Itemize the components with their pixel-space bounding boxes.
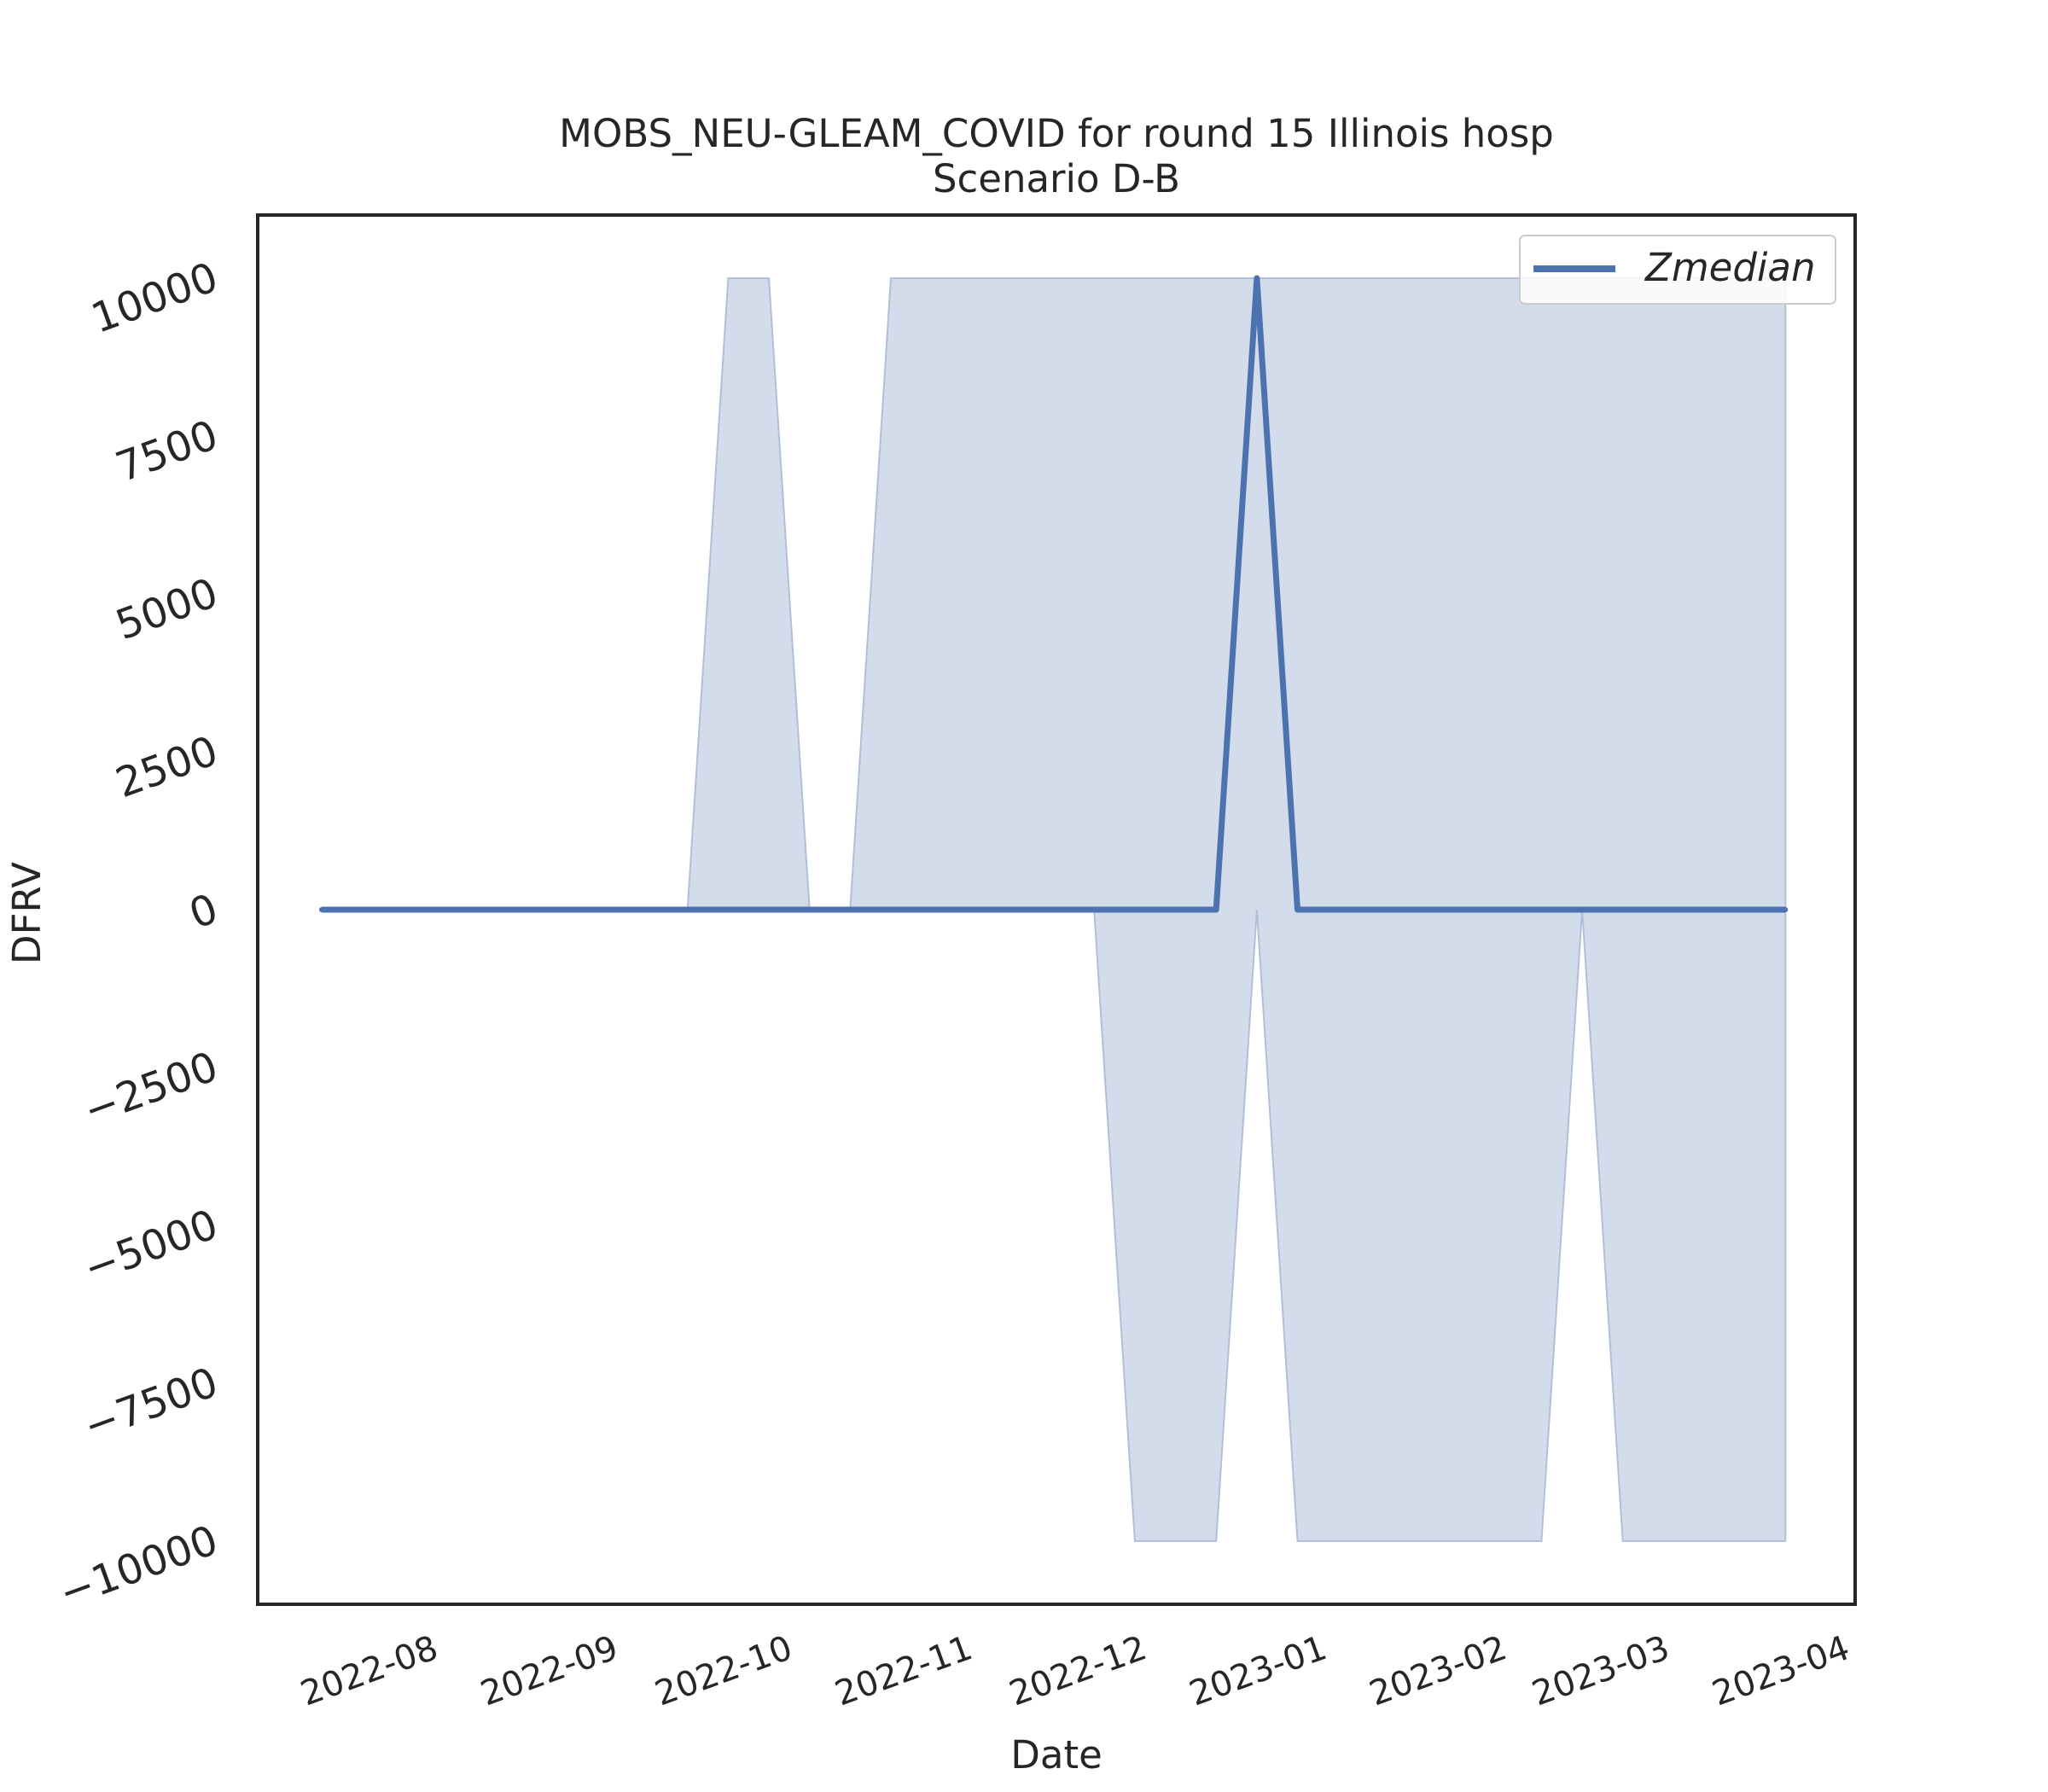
data-point xyxy=(888,907,893,912)
data-point xyxy=(400,907,406,912)
y-tick-label: 2500 xyxy=(110,727,224,807)
data-point xyxy=(1702,907,1707,912)
legend: Zmedian xyxy=(1519,235,1836,305)
y-tick-label: −7500 xyxy=(78,1359,224,1451)
data-point xyxy=(1620,907,1626,912)
data-point xyxy=(1417,907,1423,912)
y-tick-label: 10000 xyxy=(85,253,224,343)
data-point xyxy=(644,907,650,912)
y-tick-label: −10000 xyxy=(53,1516,224,1618)
data-point xyxy=(1335,907,1341,912)
data-point xyxy=(603,907,609,912)
legend-label-zmedian: Zmedian xyxy=(1644,245,1816,290)
x-tick-label: 2023-04 xyxy=(1708,1628,1855,1713)
x-tick-label: 2022-10 xyxy=(650,1628,798,1713)
data-point xyxy=(1742,907,1748,912)
data-point xyxy=(1539,907,1545,912)
data-point xyxy=(562,907,568,912)
data-point xyxy=(1457,907,1463,912)
data-point xyxy=(725,907,731,912)
y-axis-label: DFRV xyxy=(4,862,49,964)
chart-title: MOBS_NEU-GLEAM_COVID for round 15 Illino… xyxy=(559,111,1554,156)
data-point xyxy=(1091,907,1097,912)
x-axis-ticks: 2022-08 2022-09 2022-10 2022-11 2022-12 2023-… xyxy=(295,1628,1854,1713)
x-tick-label: 2022-11 xyxy=(830,1628,978,1713)
x-tick-label: 2023-01 xyxy=(1184,1628,1332,1713)
data-point xyxy=(806,907,812,912)
data-point xyxy=(766,907,771,912)
y-axis-ticks: 10000 7500 5000 2500 0 −2500 −5000 −7500 −10000 xyxy=(53,253,224,1618)
y-tick-label: 7500 xyxy=(110,411,224,492)
x-tick-label: 2022-12 xyxy=(1004,1628,1152,1713)
data-point xyxy=(1050,907,1056,912)
data-point xyxy=(928,907,934,912)
y-tick-label: 0 xyxy=(183,885,224,939)
x-axis-label: Date xyxy=(1010,1732,1103,1777)
data-point xyxy=(359,907,365,912)
data-point xyxy=(1295,907,1300,912)
data-point xyxy=(1213,907,1219,912)
data-point xyxy=(1661,907,1667,912)
plot-frame xyxy=(256,213,1857,1606)
data-point xyxy=(1376,907,1382,912)
data-point xyxy=(318,907,324,912)
chart-subtitle: Scenario D-B xyxy=(933,156,1180,201)
y-tick-label: −5000 xyxy=(78,1201,224,1293)
data-point xyxy=(481,907,487,912)
data-point xyxy=(969,907,975,912)
y-tick-label: 5000 xyxy=(110,569,224,649)
data-point xyxy=(1132,907,1137,912)
data-point xyxy=(440,907,446,912)
data-point xyxy=(1009,907,1015,912)
x-tick-label: 2023-02 xyxy=(1364,1628,1512,1713)
x-tick-label: 2022-09 xyxy=(475,1628,623,1713)
data-point xyxy=(1580,907,1585,912)
legend-box xyxy=(1519,235,1836,305)
data-point xyxy=(1254,276,1260,281)
x-tick-label: 2023-03 xyxy=(1527,1628,1675,1713)
data-point xyxy=(847,907,853,912)
data-point xyxy=(1498,907,1504,912)
plot-area xyxy=(318,275,1789,1542)
y-tick-label: −2500 xyxy=(78,1043,224,1135)
data-point xyxy=(522,907,528,912)
x-tick-label: 2022-08 xyxy=(295,1628,443,1713)
data-point xyxy=(684,907,690,912)
data-point xyxy=(1783,907,1789,912)
data-point xyxy=(1172,907,1178,912)
